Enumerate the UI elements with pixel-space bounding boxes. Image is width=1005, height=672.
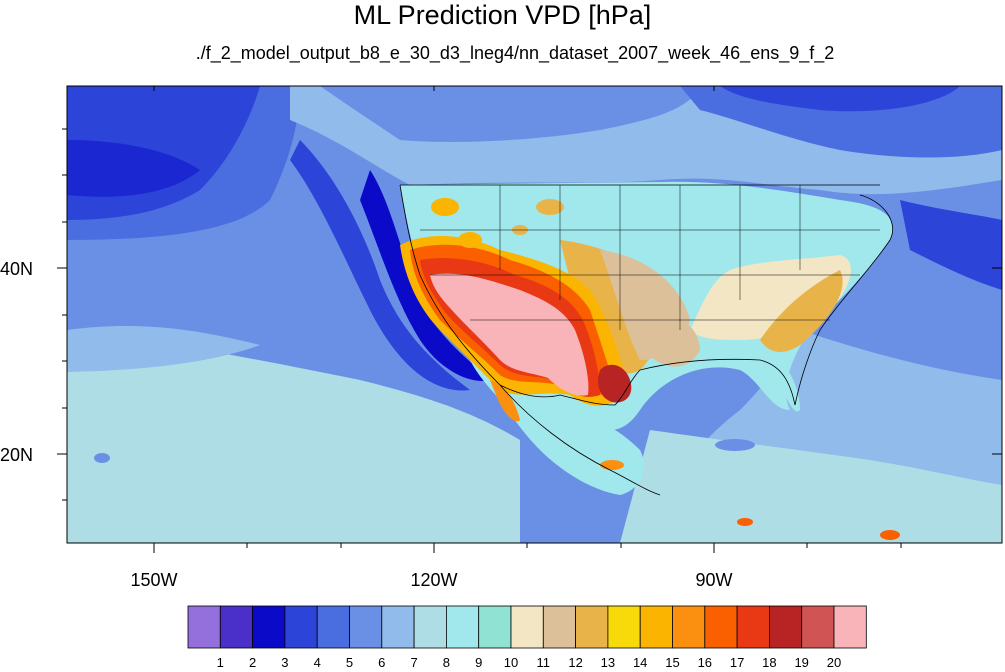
colorbar-tick-label: 19 (794, 655, 809, 670)
colorbar-swatch (607, 605, 641, 649)
caribbean-band-8 (620, 430, 1002, 543)
colorbar-swatch (575, 605, 609, 649)
figure-title: ML Prediction VPD [hPa] (353, 0, 652, 30)
ocean-band-7 (67, 325, 260, 372)
gulf-coast (639, 358, 796, 406)
colorbar-tick-label: 17 (729, 655, 745, 670)
southwest-20 (430, 273, 589, 396)
colorbar-swatch (478, 605, 512, 649)
state-lines-ew (420, 229, 880, 321)
colorbar-swatch (542, 605, 576, 649)
colorbar-swatch (801, 605, 835, 649)
colorbar-swatch (284, 605, 318, 649)
colorbar-tick-label: 14 (632, 655, 648, 670)
east-coast (794, 194, 893, 406)
colorbar-tick-label: 11 (536, 655, 551, 670)
colorbar-swatch (672, 605, 706, 649)
central-am-17 (737, 518, 753, 526)
colorbar-swatch (704, 605, 738, 649)
figure-subtitle: ./f_2_model_output_b8_e_30_d3_lneg4/nn_d… (195, 43, 835, 63)
venezuela-17 (880, 530, 900, 540)
colorbar-tick-label: 3 (281, 655, 289, 670)
state-lines-ns (499, 185, 801, 330)
colorbar-tick-label: 2 (248, 655, 257, 670)
colorbar-swatch (349, 605, 383, 649)
atlantic-band-6 (860, 250, 1002, 360)
colorbar-tick-label: 18 (762, 655, 777, 670)
colorbar-tick-label: 5 (345, 655, 354, 670)
baja-16 (490, 380, 520, 422)
colorbar-tick-label: 12 (568, 655, 583, 670)
canada-band-6 (320, 86, 700, 142)
colorbar-tick-label: 13 (600, 655, 616, 670)
colorbar (187, 605, 867, 649)
colorbar-tick-label: 16 (697, 655, 713, 670)
colorbar-swatch (187, 605, 221, 649)
hudson-band-4 (720, 86, 960, 112)
lon-label-150w: 150W (130, 570, 178, 590)
colorbar-swatch (445, 605, 480, 649)
colorbar-swatch (252, 605, 286, 649)
axis-ticks (57, 86, 1002, 553)
colorbar-swatch (381, 605, 415, 649)
colorbar-tick-label: 1 (216, 655, 224, 670)
colorbar-swatch (769, 605, 803, 649)
colorbar-swatch (736, 605, 770, 649)
colorbar-swatch (510, 605, 544, 649)
colorbar-swatch (639, 605, 673, 649)
florida (777, 360, 800, 412)
coastal-band-4 (290, 140, 470, 391)
boundaries (399, 184, 893, 496)
colorbar-tick-label: 15 (665, 655, 680, 670)
coastal-band-3 (360, 170, 490, 381)
pacific-band-3 (67, 140, 200, 197)
texas-19 (598, 364, 632, 403)
colorbar-tick-label: 8 (442, 655, 450, 670)
mexico-south-16 (600, 460, 624, 470)
colorbar-tick-label: 6 (378, 655, 386, 670)
lon-label-120w: 120W (410, 570, 458, 590)
colorbar-swatch (833, 605, 867, 649)
cuba-6 (715, 439, 755, 451)
colorbar-tick-label: 10 (503, 655, 519, 670)
lat-label-40n: 40N (0, 259, 34, 279)
colorbar-tick-label: 9 (475, 655, 483, 670)
appalachian-13 (760, 270, 843, 352)
tropical-ocean-region (67, 330, 520, 543)
idaho-blob-13 (536, 199, 564, 215)
pnw-blob-15 (431, 198, 459, 216)
colorbar-swatch (413, 605, 447, 649)
hudson-band-5 (680, 86, 1002, 158)
mexico-coast (499, 384, 661, 496)
colorbar-tick-label: 20 (826, 655, 842, 670)
colorbar-swatch (219, 605, 254, 649)
vpd-field (67, 86, 1002, 543)
us-west-south-coast (399, 184, 641, 406)
colorbar-tick-label: 7 (410, 655, 418, 670)
texas-east-12 (646, 310, 700, 367)
hawaii-6 (94, 453, 110, 463)
lon-label-90w: 90W (695, 570, 733, 590)
colorbar-tick-label: 4 (313, 655, 321, 670)
colorbar-swatch (316, 605, 350, 649)
atlantic-band-4 (900, 200, 1002, 290)
lat-label-20n: 20N (0, 445, 34, 465)
oregon-blob-15 (458, 232, 482, 248)
